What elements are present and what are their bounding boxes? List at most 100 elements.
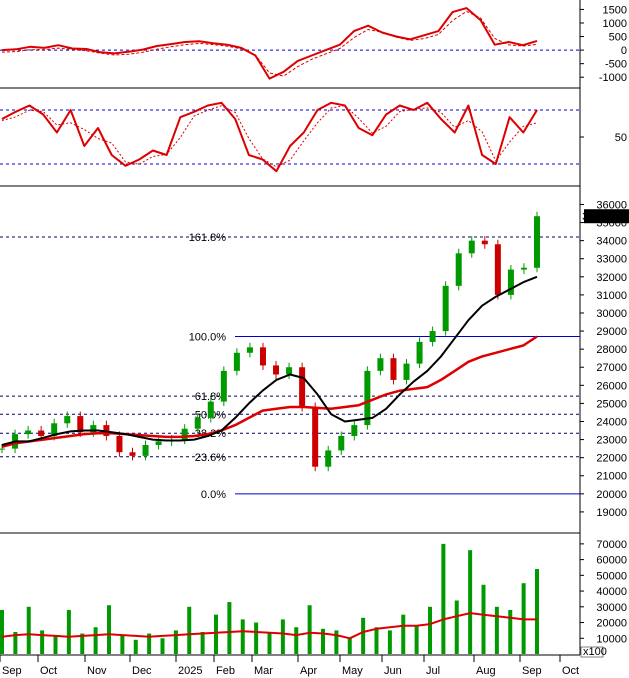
candle-body (286, 367, 293, 375)
volume-unit-label: x100 (583, 646, 607, 658)
candle-body (416, 341, 423, 364)
price-tick-label: 26000 (596, 380, 627, 392)
x-tick-label: Aug (476, 665, 496, 677)
price-tick-label: 29000 (596, 326, 627, 338)
price-tick-label: 30000 (596, 308, 627, 320)
candle-body (38, 430, 45, 436)
candle-body (364, 370, 371, 426)
volume-tick-label: 30000 (596, 602, 627, 614)
volume-bar (307, 605, 312, 654)
macd-tick-label: -500 (605, 59, 627, 71)
candle-body (325, 450, 332, 467)
price-tick-label: 25000 (596, 398, 627, 410)
x-tick-label: 2025 (178, 665, 202, 677)
volume-bar (334, 630, 339, 654)
volume-bar (494, 606, 499, 654)
volume-bar (361, 617, 366, 654)
x-tick-label: Nov (87, 665, 107, 677)
candle-body (429, 331, 436, 342)
candle-body (181, 428, 188, 440)
volume-bar (401, 614, 406, 654)
volume-tick-label: 50000 (596, 570, 627, 582)
oscillator-signal-line (1, 105, 538, 168)
candle-body (194, 417, 201, 429)
volume-bar (347, 638, 352, 654)
volume-bar (481, 584, 486, 654)
volume-bar (120, 635, 125, 654)
candle-body (338, 435, 345, 451)
x-tick-label: Feb (216, 665, 235, 677)
candle-body (220, 370, 227, 402)
candle-body (299, 367, 306, 408)
volume-bar (454, 600, 459, 654)
candle-body (129, 452, 136, 456)
volume-bar (535, 569, 539, 654)
x-tick-label: Jun (384, 665, 402, 677)
candle-body (455, 253, 462, 286)
candle-body (494, 244, 501, 295)
volume-bar (240, 619, 245, 654)
candle-body (25, 430, 32, 435)
volume-tick-label: 40000 (596, 586, 627, 598)
oscillator-tick-label: 50 (615, 132, 627, 144)
volume-bar (66, 609, 71, 654)
macd-tick-label: 500 (609, 32, 627, 44)
moving-average-red (1, 335, 538, 449)
fib-label: 0.0% (201, 489, 226, 501)
oscillator-panel: 50 (0, 101, 627, 173)
candle-body (233, 352, 240, 371)
price-tick-label: 32000 (596, 272, 627, 284)
x-tick-label: Oct (40, 665, 57, 677)
candle-body (403, 363, 410, 380)
candle-body (51, 423, 58, 436)
candle-body (534, 216, 540, 268)
volume-bar (441, 543, 446, 654)
macd-panel: 1500 1000 5000 -500-1000 (0, 4, 627, 84)
candle-body (520, 267, 527, 270)
volume-bar (321, 628, 325, 654)
macd-tick-label: 1500 (603, 4, 627, 16)
volume-bar (160, 638, 165, 654)
price-tick-label: 22000 (596, 453, 627, 465)
price-panel: 161.8%100.0%61.8%50.0%38.2%23.6%0.0%3600… (0, 199, 629, 519)
x-tick-label: Sep (2, 665, 22, 677)
candle-body (481, 240, 488, 245)
volume-bar (214, 614, 218, 654)
x-tick-label: Apr (300, 665, 317, 677)
volume-bar (0, 609, 4, 654)
x-tick-label: Sep (522, 665, 542, 677)
volume-bar (93, 627, 98, 654)
volume-bar (13, 631, 18, 654)
price-tick-label: 19000 (596, 507, 627, 519)
candle-body (142, 445, 149, 456)
candle-body (468, 240, 475, 254)
macd-tick-label: -1000 (599, 72, 627, 84)
volume-bar (26, 606, 31, 654)
volume-bar (414, 625, 419, 654)
candle-body (155, 441, 162, 445)
x-tick-label: Oct (562, 665, 579, 677)
price-tick-label: 21000 (596, 471, 627, 483)
x-axis: Sep Oct Nov Dec 2025 Feb Mar Apr May Jun Jul Aug Sep… (0, 655, 579, 677)
moving-average-black (1, 275, 538, 446)
candle-body (259, 347, 266, 366)
macd-signal-line (1, 10, 538, 77)
x-tick-label: Mar (254, 665, 273, 677)
volume-bar (254, 622, 259, 654)
volume-bar (227, 602, 232, 654)
volume-bar (468, 550, 473, 654)
candle-body (90, 425, 97, 433)
volume-unit-box (580, 646, 604, 658)
candle-body (351, 425, 358, 436)
volume-bar (147, 633, 152, 654)
candle-body (442, 285, 449, 332)
price-tick-label: 28000 (596, 344, 627, 356)
volume-bar (387, 630, 392, 654)
candle-body (246, 347, 253, 353)
price-tick-label: 36000 (596, 199, 627, 211)
candle-body (207, 401, 214, 418)
candle-body (507, 269, 514, 295)
volume-tick-label: 60000 (596, 555, 627, 567)
volume-bar (508, 609, 513, 654)
